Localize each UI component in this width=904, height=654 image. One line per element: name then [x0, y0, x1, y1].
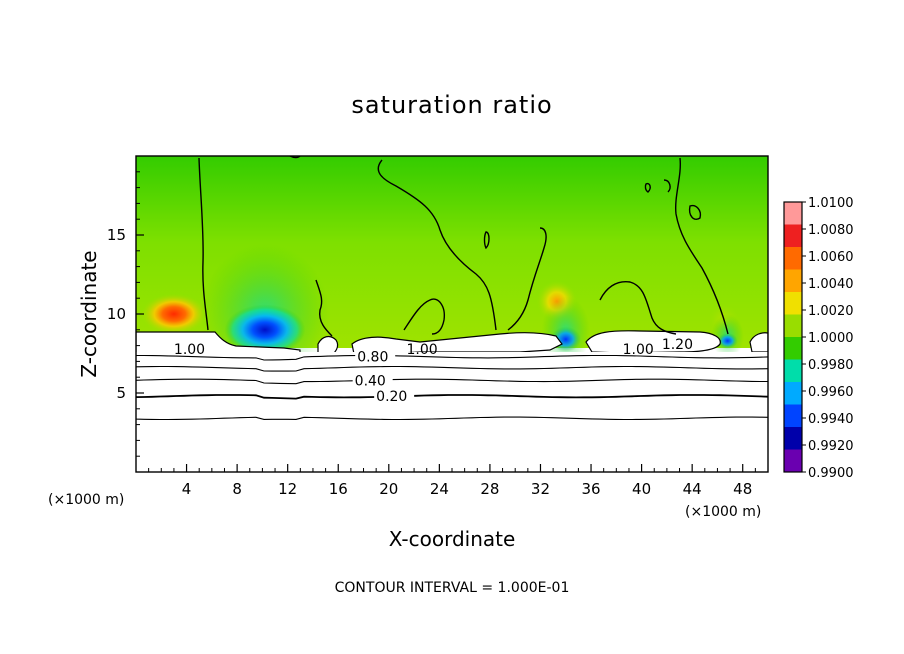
contour-1-00 [644, 182, 651, 193]
contour-1-00 [674, 157, 729, 335]
x-axis-ticks: 4 8 12 16 20 24 28 32 36 40 44 48 [148, 464, 756, 498]
cloud-region [585, 330, 721, 354]
colorbar-segment [784, 314, 802, 338]
y-tick-label: 5 [116, 384, 126, 402]
contour-label: 0.40 [355, 373, 386, 389]
colorbar-label: 0.9920 [808, 439, 854, 454]
contour-1-00 [403, 298, 445, 335]
y-axis-label: Z-coordinate [77, 250, 101, 377]
contour-label-bg [374, 387, 415, 405]
contour-1-00 [507, 227, 547, 331]
colorbar-segment [784, 404, 802, 428]
contour-label: 1.20 [662, 337, 693, 353]
y-tick-label: 10 [107, 305, 126, 323]
x-tick-label: 32 [531, 480, 550, 498]
supersaturated-spot [141, 293, 207, 335]
colorbar-segment [784, 269, 802, 293]
contour-1-00 [599, 281, 677, 335]
colorbar-label: 1.0060 [808, 250, 854, 265]
x-unit-label-right: (×1000 m) [685, 504, 761, 520]
colorbar-segment [784, 449, 802, 473]
contour-line [136, 378, 768, 385]
x-tick-label: 16 [329, 480, 348, 498]
colorbar-label: 1.0000 [808, 331, 854, 346]
colorbar: 1.0100 1.0080 1.0060 1.0040 1.0020 1.0000 0.99… [783, 196, 854, 481]
x-tick-label: 48 [733, 480, 752, 498]
colorbar-segment [784, 202, 802, 225]
colorbar-label: 0.9940 [808, 412, 854, 427]
field-layer: 0.200.40 0.80 1.00 1.00 1.00 1.20 [136, 156, 768, 472]
x-unit-label-left: (×1000 m) [48, 492, 124, 508]
contour-1-00 [198, 157, 209, 331]
x-tick-label: 40 [632, 480, 651, 498]
colorbar-label: 0.9960 [808, 385, 854, 400]
colorbar-segment [784, 359, 802, 383]
contour-lines: 0.200.40 0.80 1.00 1.00 1.00 1.20 [136, 337, 768, 421]
subsaturated-spot [224, 304, 306, 356]
contour-line [136, 394, 768, 400]
contour-line [136, 416, 768, 421]
contour-1-00 [663, 179, 671, 193]
contour-label: 1.00 [174, 342, 205, 358]
subsaturated-region [136, 352, 768, 472]
colorbar-label: 0.9900 [808, 466, 854, 481]
contour-label: 1.00 [623, 342, 654, 358]
colorbar-segment [784, 292, 802, 315]
subsaturated-spot [717, 332, 738, 349]
colorbar-label: 1.0020 [808, 304, 854, 319]
contour-line [136, 354, 768, 361]
contour-interval-note: CONTOUR INTERVAL = 1.000E-01 [335, 580, 570, 596]
x-tick-label: 28 [480, 480, 499, 498]
chart-title: saturation ratio [351, 91, 552, 119]
contour-label: 0.20 [376, 389, 407, 405]
x-axis-label: X-coordinate [389, 527, 516, 551]
colorbar-segment [784, 382, 802, 405]
contour-1-00 [315, 279, 333, 337]
contour-1-00 [377, 159, 497, 331]
colorbar-segment [784, 337, 802, 360]
colorbar-label: 1.0040 [808, 277, 854, 292]
x-tick-label: 12 [278, 480, 297, 498]
x-tick-label: 36 [581, 480, 600, 498]
x-tick-label: 24 [430, 480, 449, 498]
y-axis-ticks: 5 10 15 [107, 171, 144, 457]
colorbar-label: 0.9980 [808, 358, 854, 373]
contour-label: 0.80 [357, 350, 388, 366]
colorbar-segment [784, 224, 802, 248]
colorbar-segment [784, 247, 802, 270]
x-tick-label: 8 [232, 480, 242, 498]
contour-line [136, 365, 768, 372]
x-tick-label: 20 [379, 480, 398, 498]
contour-label-bg [355, 347, 396, 365]
contour-label: 1.00 [406, 342, 437, 358]
colorbar-segment [784, 427, 802, 450]
y-tick-label: 15 [107, 226, 126, 244]
cloud-region [351, 332, 563, 355]
contour-1-00 [483, 231, 490, 250]
x-tick-label: 4 [182, 480, 192, 498]
contour-1-00 [688, 204, 702, 220]
colorbar-label: 1.0080 [808, 223, 854, 238]
x-tick-label: 44 [683, 480, 702, 498]
contour-label-bg [352, 371, 393, 389]
cloud-region [749, 332, 768, 353]
colorbar-label: 1.0100 [808, 196, 854, 211]
